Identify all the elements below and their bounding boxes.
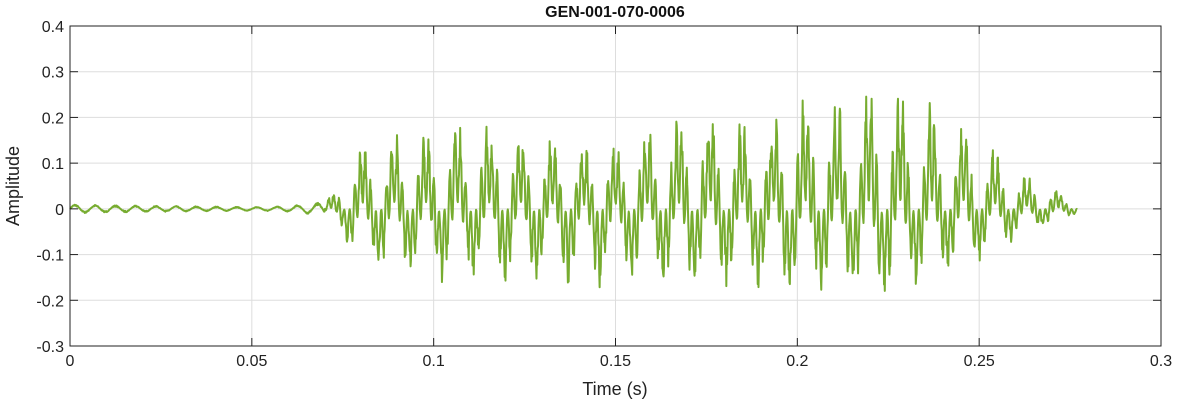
chart-title: GEN-001-070-0006 <box>545 4 685 21</box>
waveform-line <box>69 95 1078 292</box>
y-tick-label: -0.3 <box>36 339 64 356</box>
y-axis-label: Amplitude <box>3 146 23 226</box>
y-tick-label: 0.1 <box>42 156 64 173</box>
waveform-series <box>69 95 1078 292</box>
x-tick-label: 0.05 <box>236 353 267 370</box>
y-tick-label: -0.1 <box>36 248 64 265</box>
y-tick-label: 0.4 <box>42 19 64 36</box>
x-tick-label: 0.15 <box>600 353 631 370</box>
y-tick-label: 0.2 <box>42 110 64 127</box>
y-tick-label: 0 <box>55 202 64 219</box>
x-tick-label: 0.25 <box>964 353 995 370</box>
x-tick-label: 0 <box>66 353 75 370</box>
x-axis-label: Time (s) <box>582 379 647 399</box>
x-tick-label: 0.1 <box>423 353 445 370</box>
axis-ticks: 0 0.05 0.1 0.15 0.2 0.25 0.3 -0.3 -0.2 -0.1 0 0.1 0.… <box>36 19 1172 370</box>
y-tick-label: 0.3 <box>42 65 64 82</box>
x-tick-label: 0.2 <box>786 353 808 370</box>
y-tick-label: -0.2 <box>36 293 64 310</box>
x-tick-label: 0.3 <box>1150 353 1172 370</box>
